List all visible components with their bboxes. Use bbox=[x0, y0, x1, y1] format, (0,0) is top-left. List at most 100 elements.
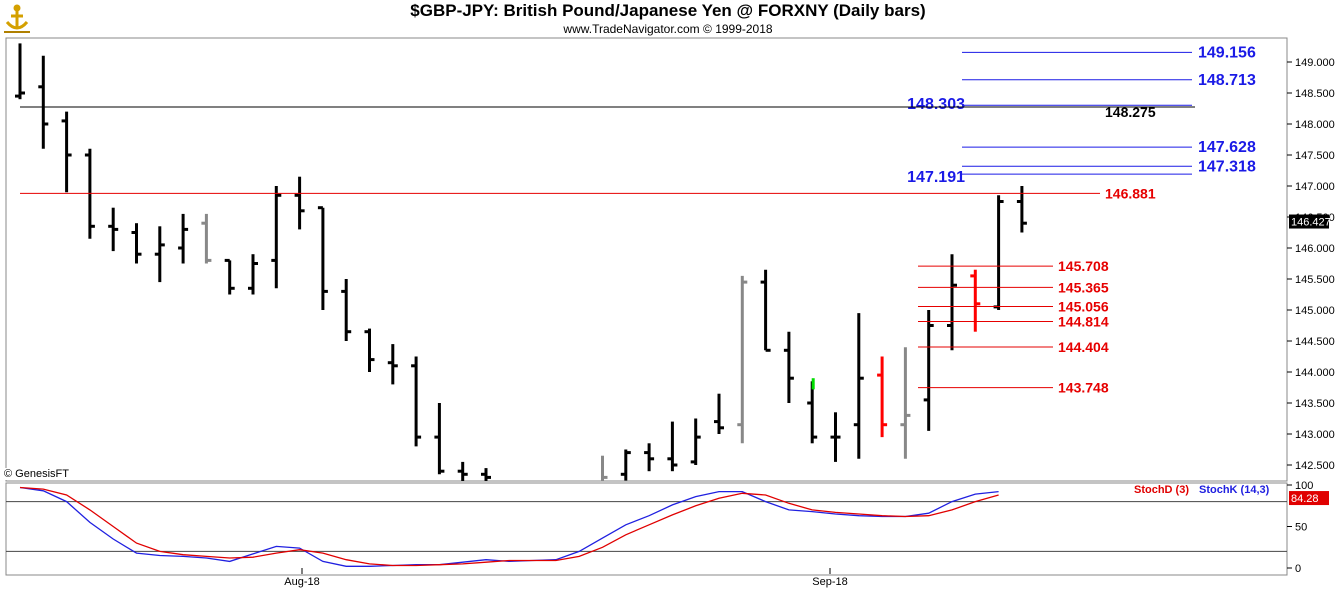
ohlc-bar bbox=[434, 403, 445, 475]
ohlc-bar bbox=[294, 176, 305, 230]
stochastic-panel: StochD (3) StochK (14,3) 100 50 0 84.28 bbox=[6, 480, 1329, 575]
trade-navigator-logo-icon bbox=[4, 4, 30, 33]
price-level: 148.275 bbox=[20, 104, 1195, 120]
stochastic-tick-label: 50 bbox=[1295, 522, 1307, 534]
stochastic-tick-label: 0 bbox=[1295, 563, 1301, 575]
price-level: 145.708 bbox=[918, 258, 1109, 274]
price-level: 149.156 bbox=[962, 44, 1256, 61]
ohlc-bar bbox=[900, 347, 911, 459]
price-level-label: 144.814 bbox=[1058, 314, 1109, 330]
ohlc-bar bbox=[108, 207, 119, 252]
ohlc-bar bbox=[201, 213, 212, 264]
ohlc-bar bbox=[644, 443, 655, 472]
price-level: 147.628 bbox=[962, 139, 1256, 156]
ohlc-bar bbox=[154, 226, 165, 283]
price-axis: 149.000148.500148.000147.500147.000146.5… bbox=[1287, 57, 1335, 472]
chart-subtitle: www.TradeNavigator.com © 1999-2018 bbox=[563, 22, 773, 36]
price-tick-label: 149.000 bbox=[1295, 57, 1335, 69]
copyright-note: © GenesisFT bbox=[4, 468, 69, 480]
price-level-label: 148.303 bbox=[907, 96, 965, 113]
ohlc-bar bbox=[341, 279, 352, 341]
ohlc-bar bbox=[714, 393, 724, 434]
price-level: 143.748 bbox=[918, 380, 1109, 396]
price-tick-label: 148.500 bbox=[1295, 88, 1335, 100]
price-level: 145.056 bbox=[918, 299, 1109, 315]
ohlc-bar bbox=[783, 331, 794, 403]
ohlc-bar bbox=[760, 269, 771, 352]
price-level-label: 143.748 bbox=[1058, 380, 1109, 396]
ohlc-bar bbox=[853, 313, 864, 459]
price-levels: 149.156 148.713 148.303 148.275 147.628 147.3… bbox=[20, 44, 1256, 396]
ohlc-bar bbox=[737, 275, 748, 444]
chart-title: $GBP-JPY: British Pound/Japanese Yen @ F… bbox=[410, 1, 926, 20]
price-level: 148.303 bbox=[907, 96, 1192, 113]
price-tick-label: 144.500 bbox=[1295, 336, 1335, 348]
ohlc-bar bbox=[271, 186, 282, 289]
price-level-label: 149.156 bbox=[1198, 44, 1256, 61]
ohlc-bar bbox=[667, 421, 678, 472]
price-tick-label: 144.000 bbox=[1295, 367, 1335, 379]
price-tick-label: 143.500 bbox=[1295, 398, 1335, 410]
price-level: 144.404 bbox=[918, 339, 1109, 355]
price-level: 147.191 bbox=[907, 169, 1192, 186]
price-tick-label: 143.000 bbox=[1295, 429, 1335, 441]
ohlc-bar bbox=[38, 55, 49, 149]
price-level-label: 147.191 bbox=[907, 169, 965, 186]
stochastic-tick-label: 100 bbox=[1295, 480, 1313, 492]
price-level-label: 144.404 bbox=[1058, 339, 1109, 355]
legend-stochk: StochK (14,3) bbox=[1199, 484, 1270, 496]
ohlc-bar bbox=[620, 449, 631, 481]
price-tick-label: 146.000 bbox=[1295, 243, 1335, 255]
price-level-label: 147.628 bbox=[1198, 139, 1256, 156]
ohlc-bar bbox=[457, 461, 468, 481]
ohlc-bar bbox=[481, 468, 491, 481]
stochastic-last-value-box bbox=[1289, 491, 1329, 506]
ohlc-bar bbox=[807, 381, 818, 444]
ohlc-bar bbox=[411, 356, 422, 447]
legend-stochd: StochD (3) bbox=[1134, 484, 1189, 496]
ohlc-bar bbox=[178, 213, 189, 264]
ohlc-bar bbox=[131, 223, 142, 264]
stochastic-plot-area bbox=[5, 482, 1288, 576]
price-level-label: 148.275 bbox=[1105, 104, 1156, 120]
ohlc-bar bbox=[830, 412, 841, 462]
ohlc-bar bbox=[224, 258, 235, 295]
price-level-label: 148.713 bbox=[1198, 72, 1256, 89]
ohlc-bar bbox=[15, 43, 25, 100]
ohlc-bar bbox=[947, 254, 957, 351]
stochastic-series-line bbox=[19, 486, 999, 567]
date-tick-label: Aug-18 bbox=[284, 576, 319, 588]
ohlc-bar bbox=[317, 206, 328, 310]
price-level-label: 145.365 bbox=[1058, 279, 1109, 295]
price-level-label: 145.056 bbox=[1058, 299, 1109, 315]
date-tick-label: Sep-18 bbox=[812, 576, 847, 588]
price-tick-label: 142.500 bbox=[1295, 460, 1335, 472]
ohlc-bar bbox=[248, 254, 258, 295]
price-level: 144.814 bbox=[918, 314, 1109, 330]
ohlc-bar bbox=[877, 356, 888, 438]
stochastic-last-value-label: 84.28 bbox=[1291, 493, 1319, 505]
ohlc-bar bbox=[690, 418, 701, 465]
price-level-label: 146.881 bbox=[1105, 185, 1156, 201]
price-tick-label: 145.500 bbox=[1295, 274, 1335, 286]
price-level-label: 145.708 bbox=[1058, 258, 1109, 274]
price-level: 148.713 bbox=[962, 72, 1256, 89]
ohlc-bar bbox=[387, 344, 398, 385]
stochastic-series-line bbox=[19, 486, 999, 567]
price-level: 145.365 bbox=[918, 279, 1109, 295]
ohlc-bar bbox=[61, 111, 72, 193]
date-axis: Aug-18 Sep-18 bbox=[284, 568, 848, 588]
price-level-label: 147.318 bbox=[1198, 158, 1256, 175]
price-level: 146.881 bbox=[20, 185, 1156, 201]
ohlc-bar bbox=[364, 328, 375, 372]
price-level: 147.318 bbox=[962, 158, 1256, 175]
price-plot-area bbox=[5, 37, 1288, 482]
price-tick-label: 147.500 bbox=[1295, 150, 1335, 162]
ohlc-bar bbox=[923, 310, 934, 431]
last-price-label: 146.427 bbox=[1291, 217, 1331, 229]
price-tick-label: 147.000 bbox=[1295, 181, 1335, 193]
price-tick-label: 145.000 bbox=[1295, 305, 1335, 317]
ohlc-bar bbox=[601, 455, 608, 481]
price-tick-label: 148.000 bbox=[1295, 119, 1335, 131]
